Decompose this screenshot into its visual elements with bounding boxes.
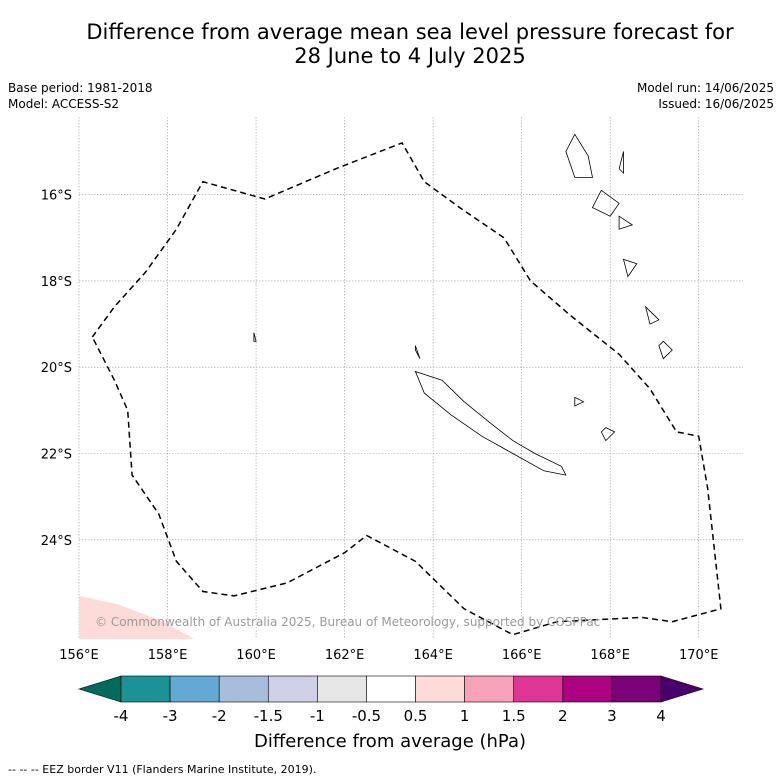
lon-tick-label: 158°E <box>148 648 188 663</box>
colorbar-tick-label: 1 <box>460 707 470 725</box>
colorbar-tick-label: 1.5 <box>502 707 526 725</box>
coastline <box>618 215 634 230</box>
colorbar-tick-label: -0.5 <box>352 707 381 725</box>
latitude-labels: 16°S 18°S 20°S 22°S 24°S <box>41 189 72 549</box>
lon-tick-label: 164°E <box>413 648 453 663</box>
colorbar-tick-label: -1.5 <box>254 707 283 725</box>
lon-tick-label: 170°E <box>679 648 719 663</box>
colorbar-tick-label: 2 <box>558 707 568 725</box>
coastline <box>253 332 257 342</box>
lon-tick-label: 162°E <box>325 648 365 663</box>
lat-tick-label: 16°S <box>41 189 72 204</box>
colorbar-over-arrow <box>660 675 705 703</box>
map-title: Difference from average mean sea level p… <box>40 20 780 68</box>
colorbar-tick-label: 3 <box>607 707 617 725</box>
colorbar-swatch <box>218 675 269 703</box>
colorbar-label: Difference from average (hPa) <box>254 731 526 752</box>
base-period: Base period: 1981-2018 <box>8 81 153 95</box>
colorbar-tick-label: -3 <box>163 707 178 725</box>
title-line-2: 28 June to 4 July 2025 <box>294 44 526 68</box>
colorbar-tick-label: -4 <box>114 707 129 725</box>
coastline <box>622 258 638 278</box>
colorbar-swatch <box>366 675 416 703</box>
lat-tick-label: 18°S <box>41 275 72 290</box>
eez-border <box>91 141 722 636</box>
colorbar-swatch <box>464 675 515 703</box>
footer-note: -- -- -- EEZ border V11 (Flanders Marine… <box>8 763 317 776</box>
lon-tick-label: 168°E <box>590 648 630 663</box>
coastlines <box>253 133 673 476</box>
title-line-1: Difference from average mean sea level p… <box>86 20 734 44</box>
model-run: Model run: 14/06/2025 <box>636 81 774 95</box>
copyright-text: © Commonwealth of Australia 2025, Bureau… <box>95 615 600 629</box>
colorbar-under-arrow <box>77 675 122 703</box>
lon-tick-label: 166°E <box>502 648 542 663</box>
gridlines <box>78 117 743 639</box>
lon-tick-label: 156°E <box>59 648 99 663</box>
meta-left: Base period: 1981-2018 Model: ACCESS-S2 <box>8 80 153 112</box>
colorbar-tick-label: 4 <box>656 707 666 725</box>
coastline <box>658 340 673 360</box>
lon-tick-label: 160°E <box>236 648 276 663</box>
colorbar: -4 -3 -2 -1.5 -1 -0.5 0.5 1 1.5 2 3 4 <box>77 675 705 725</box>
colorbar-swatch <box>267 675 318 703</box>
issued-date: Issued: 16/06/2025 <box>658 97 774 111</box>
colorbar-tick-label: -1 <box>310 707 325 725</box>
colorbar-tick-label: -2 <box>212 707 227 725</box>
lat-tick-label: 24°S <box>41 534 72 549</box>
lat-tick-label: 20°S <box>41 361 72 376</box>
coastline <box>414 370 567 476</box>
coastline <box>415 345 421 359</box>
coastline <box>591 189 620 217</box>
coastline <box>644 305 660 325</box>
pressure-anomaly-region <box>79 595 195 639</box>
coastline <box>574 396 585 407</box>
colorbar-swatch <box>513 675 564 703</box>
colorbar-swatch <box>169 675 220 703</box>
colorbar-swatch <box>415 675 465 703</box>
meta-right: Model run: 14/06/2025 Issued: 16/06/2025 <box>637 80 774 112</box>
colorbar-swatch <box>120 675 171 703</box>
model-name: Model: ACCESS-S2 <box>8 97 120 111</box>
colorbar-tick-label: 0.5 <box>404 707 428 725</box>
coastline <box>618 151 624 175</box>
coastline <box>565 133 593 178</box>
colorbar-swatch <box>562 675 613 703</box>
lat-tick-label: 22°S <box>41 447 72 462</box>
colorbar-swatch <box>317 675 367 703</box>
colorbar-swatch <box>611 675 662 703</box>
longitude-labels: 156°E 158°E 160°E 162°E 164°E 166°E 168°E 170°E <box>59 648 718 663</box>
coastline <box>600 427 616 442</box>
